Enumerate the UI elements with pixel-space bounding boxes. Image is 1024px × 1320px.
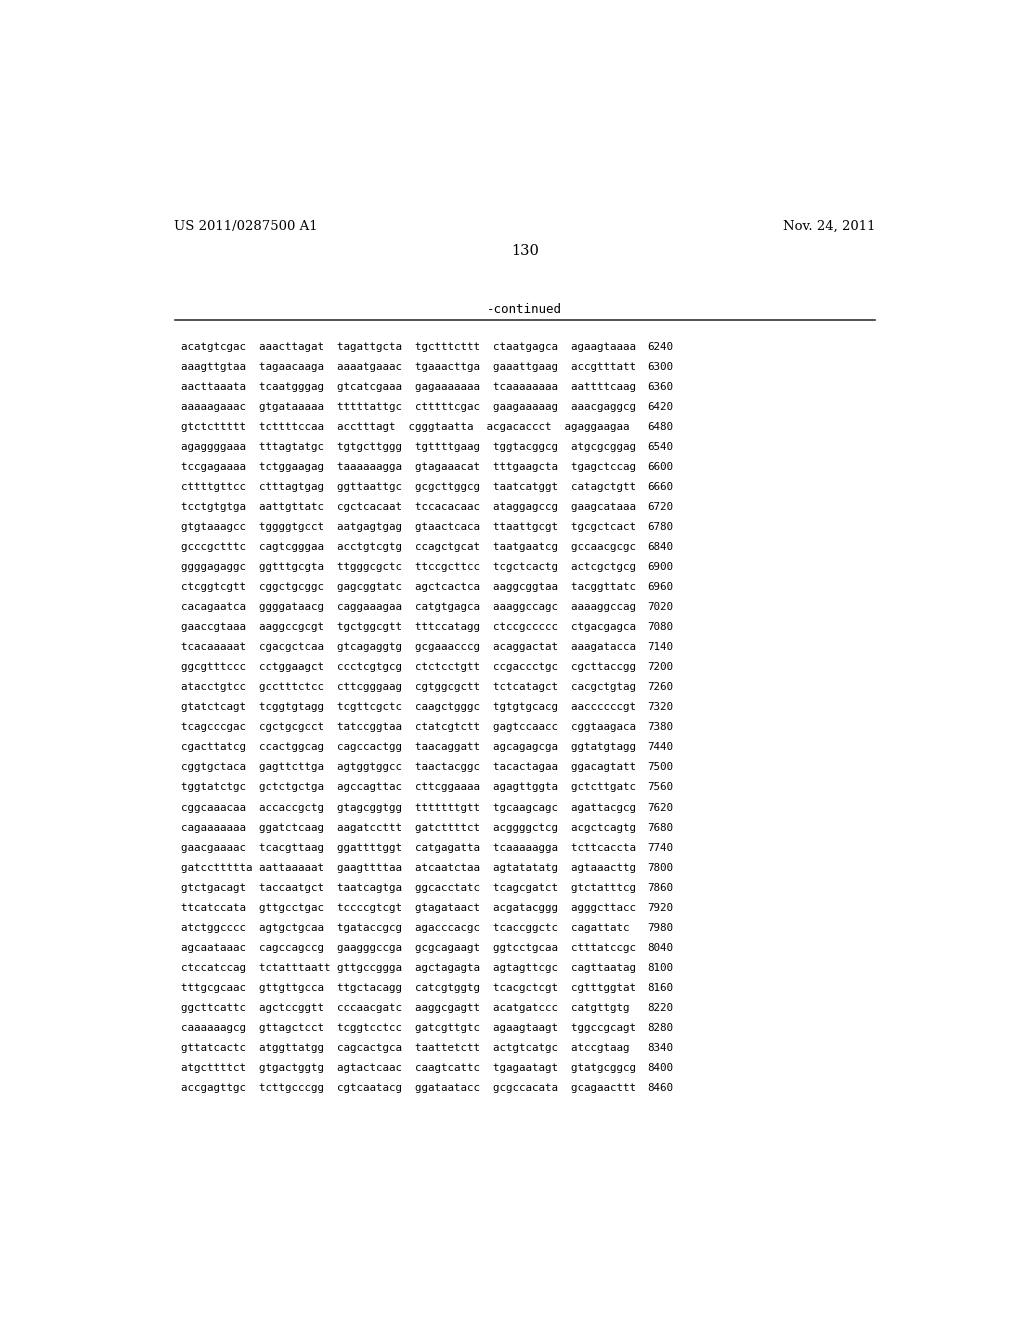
Text: aaaaagaaac  gtgataaaaa  tttttattgc  ctttttcgac  gaagaaaaag  aaacgaggcg: aaaaagaaac gtgataaaaa tttttattgc ctttttc…: [180, 403, 636, 412]
Text: ggggagaggc  ggtttgcgta  ttgggcgctc  ttccgcttcc  tcgctcactg  actcgctgcg: ggggagaggc ggtttgcgta ttgggcgctc ttccgct…: [180, 562, 636, 573]
Text: 7740: 7740: [647, 842, 673, 853]
Text: 8160: 8160: [647, 982, 673, 993]
Text: atctggcccc  agtgctgcaa  tgataccgcg  agacccacgc  tcaccggctc  cagattatc: atctggcccc agtgctgcaa tgataccgcg agaccca…: [180, 923, 629, 933]
Text: 7320: 7320: [647, 702, 673, 713]
Text: 6780: 6780: [647, 523, 673, 532]
Text: ctcggtcgtt  cggctgcggc  gagcggtatc  agctcactca  aaggcggtaa  tacggttatc: ctcggtcgtt cggctgcggc gagcggtatc agctcac…: [180, 582, 636, 593]
Text: 7980: 7980: [647, 923, 673, 933]
Text: aaagttgtaa  tagaacaaga  aaaatgaaac  tgaaacttga  gaaattgaag  accgtttatt: aaagttgtaa tagaacaaga aaaatgaaac tgaaact…: [180, 362, 636, 372]
Text: 7080: 7080: [647, 622, 673, 632]
Text: -continued: -continued: [487, 302, 562, 315]
Text: 6360: 6360: [647, 381, 673, 392]
Text: cggcaaacaa  accaccgctg  gtagcggtgg  tttttttgtt  tgcaagcagc  agattacgcg: cggcaaacaa accaccgctg gtagcggtgg ttttttt…: [180, 803, 636, 813]
Text: cggtgctaca  gagttcttga  agtggtggcc  taactacggc  tacactagaa  ggacagtatt: cggtgctaca gagttcttga agtggtggcc taactac…: [180, 763, 636, 772]
Text: US 2011/0287500 A1: US 2011/0287500 A1: [174, 219, 318, 232]
Text: 8340: 8340: [647, 1043, 673, 1053]
Text: gatccttttta aattaaaaat  gaagttttaa  atcaatctaa  agtatatatg  agtaaacttg: gatccttttta aattaaaaat gaagttttaa atcaat…: [180, 862, 636, 873]
Text: gaacgaaaac  tcacgttaag  ggattttggt  catgagatta  tcaaaaagga  tcttcaccta: gaacgaaaac tcacgttaag ggattttggt catgaga…: [180, 842, 636, 853]
Text: 8100: 8100: [647, 962, 673, 973]
Text: 6600: 6600: [647, 462, 673, 473]
Text: 130: 130: [511, 244, 539, 257]
Text: gaaccgtaaa  aaggccgcgt  tgctggcgtt  tttccatagg  ctccgccccc  ctgacgagca: gaaccgtaaa aaggccgcgt tgctggcgtt tttccat…: [180, 622, 636, 632]
Text: 7260: 7260: [647, 682, 673, 693]
Text: atgcttttct  gtgactggtg  agtactcaac  caagtcattc  tgagaatagt  gtatgcggcg: atgcttttct gtgactggtg agtactcaac caagtca…: [180, 1063, 636, 1073]
Text: gcccgctttc  cagtcgggaa  acctgtcgtg  ccagctgcat  taatgaatcg  gccaacgcgc: gcccgctttc cagtcgggaa acctgtcgtg ccagctg…: [180, 543, 636, 552]
Text: 8280: 8280: [647, 1023, 673, 1032]
Text: 7620: 7620: [647, 803, 673, 813]
Text: 6540: 6540: [647, 442, 673, 453]
Text: 8220: 8220: [647, 1003, 673, 1012]
Text: ttcatccata  gttgcctgac  tccccgtcgt  gtagataact  acgatacggg  agggcttacc: ttcatccata gttgcctgac tccccgtcgt gtagata…: [180, 903, 636, 912]
Text: 7800: 7800: [647, 862, 673, 873]
Text: 6960: 6960: [647, 582, 673, 593]
Text: 7140: 7140: [647, 643, 673, 652]
Text: tcctgtgtga  aattgttatc  cgctcacaat  tccacacaac  ataggagccg  gaagcataaa: tcctgtgtga aattgttatc cgctcacaat tccacac…: [180, 502, 636, 512]
Text: 8040: 8040: [647, 942, 673, 953]
Text: 7200: 7200: [647, 663, 673, 672]
Text: 7440: 7440: [647, 742, 673, 752]
Text: gtctgacagt  taccaatgct  taatcagtga  ggcacctatc  tcagcgatct  gtctatttcg: gtctgacagt taccaatgct taatcagtga ggcacct…: [180, 883, 636, 892]
Text: 6420: 6420: [647, 403, 673, 412]
Text: acatgtcgac  aaacttagat  tagattgcta  tgctttcttt  ctaatgagca  agaagtaaaa: acatgtcgac aaacttagat tagattgcta tgctttc…: [180, 342, 636, 352]
Text: tttgcgcaac  gttgttgcca  ttgctacagg  catcgtggtg  tcacgctcgt  cgtttggtat: tttgcgcaac gttgttgcca ttgctacagg catcgtg…: [180, 982, 636, 993]
Text: cgacttatcg  ccactggcag  cagccactgg  taacaggatt  agcagagcga  ggtatgtagg: cgacttatcg ccactggcag cagccactgg taacagg…: [180, 742, 636, 752]
Text: agaggggaaa  tttagtatgc  tgtgcttggg  tgttttgaag  tggtacggcg  atgcgcggag: agaggggaaa tttagtatgc tgtgcttggg tgttttg…: [180, 442, 636, 453]
Text: tcacaaaaat  cgacgctcaa  gtcagaggtg  gcgaaacccg  acaggactat  aaagatacca: tcacaaaaat cgacgctcaa gtcagaggtg gcgaaac…: [180, 643, 636, 652]
Text: caaaaaagcg  gttagctcct  tcggtcctcc  gatcgttgtc  agaagtaagt  tggccgcagt: caaaaaagcg gttagctcct tcggtcctcc gatcgtt…: [180, 1023, 636, 1032]
Text: 7860: 7860: [647, 883, 673, 892]
Text: agcaataaac  cagccagccg  gaagggccga  gcgcagaagt  ggtcctgcaa  ctttatccgc: agcaataaac cagccagccg gaagggccga gcgcaga…: [180, 942, 636, 953]
Text: cttttgttcc  ctttagtgag  ggttaattgc  gcgcttggcg  taatcatggt  catagctgtt: cttttgttcc ctttagtgag ggttaattgc gcgcttg…: [180, 482, 636, 492]
Text: atacctgtcc  gcctttctcc  cttcgggaag  cgtggcgctt  tctcatagct  cacgctgtag: atacctgtcc gcctttctcc cttcgggaag cgtggcg…: [180, 682, 636, 693]
Text: ggcttcattc  agctccggtt  cccaacgatc  aaggcgagtt  acatgatccc  catgttgtg: ggcttcattc agctccggtt cccaacgatc aaggcga…: [180, 1003, 629, 1012]
Text: tggtatctgc  gctctgctga  agccagttac  cttcggaaaa  agagttggta  gctcttgatc: tggtatctgc gctctgctga agccagttac cttcgga…: [180, 783, 636, 792]
Text: 7920: 7920: [647, 903, 673, 912]
Text: Nov. 24, 2011: Nov. 24, 2011: [782, 219, 876, 232]
Text: 6480: 6480: [647, 422, 673, 432]
Text: ggcgtttccc  cctggaagct  ccctcgtgcg  ctctcctgtt  ccgaccctgc  cgcttaccgg: ggcgtttccc cctggaagct ccctcgtgcg ctctcct…: [180, 663, 636, 672]
Text: tcagcccgac  cgctgcgcct  tatccggtaa  ctatcgtctt  gagtccaacc  cggtaagaca: tcagcccgac cgctgcgcct tatccggtaa ctatcgt…: [180, 722, 636, 733]
Text: 6300: 6300: [647, 362, 673, 372]
Text: 7500: 7500: [647, 763, 673, 772]
Text: 7380: 7380: [647, 722, 673, 733]
Text: 7560: 7560: [647, 783, 673, 792]
Text: 6840: 6840: [647, 543, 673, 552]
Text: ctccatccag  tctatttaatt gttgccggga  agctagagta  agtagttcgc  cagttaatag: ctccatccag tctatttaatt gttgccggga agctag…: [180, 962, 636, 973]
Text: gtatctcagt  tcggtgtagg  tcgttcgctc  caagctgggc  tgtgtgcacg  aaccccccgt: gtatctcagt tcggtgtagg tcgttcgctc caagctg…: [180, 702, 636, 713]
Text: 6660: 6660: [647, 482, 673, 492]
Text: 7680: 7680: [647, 822, 673, 833]
Text: 8400: 8400: [647, 1063, 673, 1073]
Text: 6900: 6900: [647, 562, 673, 573]
Text: accgagttgc  tcttgcccgg  cgtcaatacg  ggataatacc  gcgccacata  gcagaacttt: accgagttgc tcttgcccgg cgtcaatacg ggataat…: [180, 1082, 636, 1093]
Text: 6240: 6240: [647, 342, 673, 352]
Text: 8460: 8460: [647, 1082, 673, 1093]
Text: 7020: 7020: [647, 602, 673, 612]
Text: 6720: 6720: [647, 502, 673, 512]
Text: tccgagaaaa  tctggaagag  taaaaaagga  gtagaaacat  tttgaagcta  tgagctccag: tccgagaaaa tctggaagag taaaaaagga gtagaaa…: [180, 462, 636, 473]
Text: aacttaaata  tcaatgggag  gtcatcgaaa  gagaaaaaaa  tcaaaaaaaa  aattttcaag: aacttaaata tcaatgggag gtcatcgaaa gagaaaa…: [180, 381, 636, 392]
Text: gtctcttttt  tcttttccaa  acctttagt  cgggtaatta  acgacaccct  agaggaagaa: gtctcttttt tcttttccaa acctttagt cgggtaat…: [180, 422, 629, 432]
Text: gttatcactc  atggttatgg  cagcactgca  taattetctt  actgtcatgc  atccgtaag: gttatcactc atggttatgg cagcactgca taattet…: [180, 1043, 629, 1053]
Text: gtgtaaagcc  tggggtgcct  aatgagtgag  gtaactcaca  ttaattgcgt  tgcgctcact: gtgtaaagcc tggggtgcct aatgagtgag gtaactc…: [180, 523, 636, 532]
Text: cagaaaaaaa  ggatctcaag  aagatccttt  gatcttttct  acggggctcg  acgctcagtg: cagaaaaaaa ggatctcaag aagatccttt gatcttt…: [180, 822, 636, 833]
Text: cacagaatca  ggggataacg  caggaaagaa  catgtgagca  aaaggccagc  aaaaggccag: cacagaatca ggggataacg caggaaagaa catgtga…: [180, 602, 636, 612]
